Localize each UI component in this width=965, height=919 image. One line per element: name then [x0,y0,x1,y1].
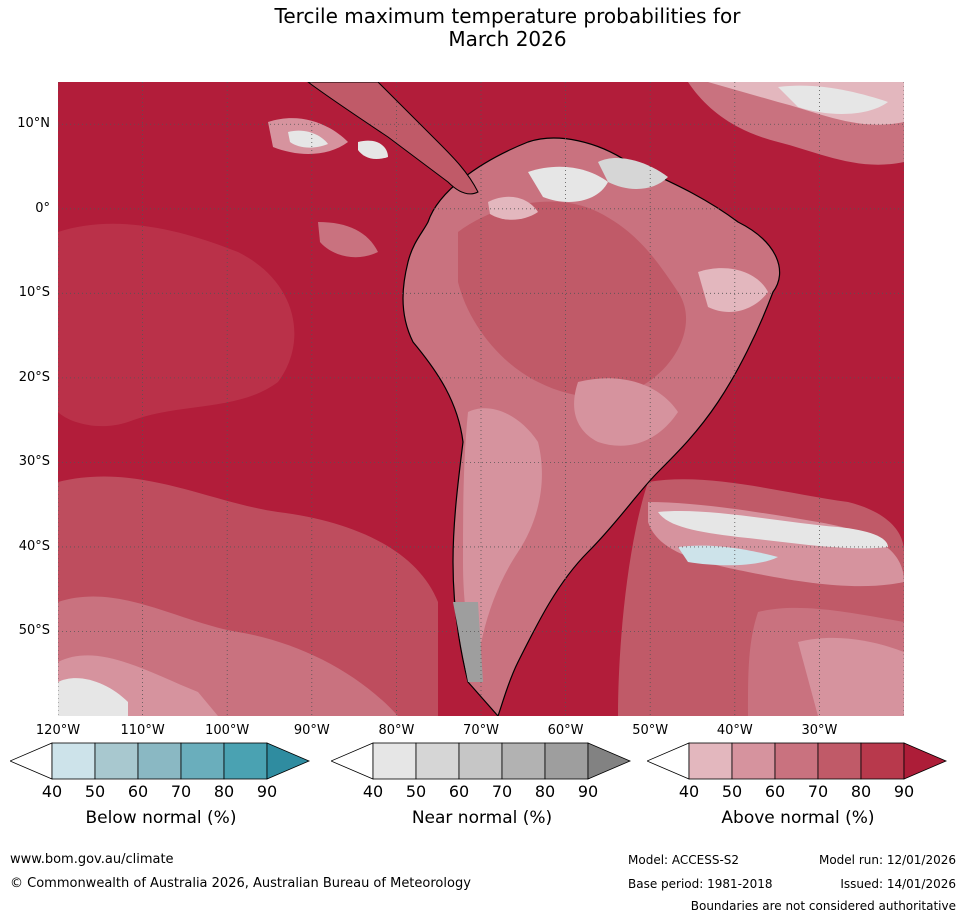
colorbar-tick-label: 40 [41,782,63,801]
title-line-2: March 2026 [448,27,567,51]
longitude-label: 30°W [801,723,838,738]
central-america-landmass [307,82,479,195]
colorbar-segment [817,742,862,780]
colorbar-tick-label: 60 [448,782,470,801]
colorbar-3 [647,742,948,780]
longitude-label: 90°W [293,723,330,738]
colorbar-tick-label: 40 [362,782,384,801]
issued-text: Issued: 14/01/2026 [840,877,956,891]
colorbar-tick-label: 50 [721,782,743,801]
colorbar-tick-label: 90 [256,782,278,801]
colorbar-segment [458,742,503,780]
longitude-label: 100°W [205,723,250,738]
colorbar-segment [223,742,268,780]
colorbar-title: Near normal (%) [411,808,553,828]
colorbar-segment [501,742,546,780]
colorbar-min-extend [10,742,53,780]
colorbar-tick-label: 70 [170,782,192,801]
colorbar-max-extend [903,742,948,780]
colorbar-tick-label: 50 [405,782,427,801]
colorbar-segment [415,742,460,780]
colorbar-title: Above normal (%) [721,808,875,828]
colorbar-segment [94,742,139,780]
copyright-text: © Commonwealth of Australia 2026, Austra… [10,876,471,891]
colorbar-tick-label: 50 [84,782,106,801]
colorbar-segment [180,742,225,780]
latitude-label: 10°S [18,285,50,301]
colorbar-segment [137,742,182,780]
colorbar-min-extend [331,742,374,780]
colorbar-segment [860,742,905,780]
colorbar-tick-label: 70 [807,782,829,801]
longitude-label: 110°W [120,723,165,738]
colorbar-tick-label: 80 [213,782,235,801]
latitude-label: 40°S [18,538,50,554]
colorbar-segment [731,742,776,780]
longitude-label: 80°W [378,723,415,738]
colorbar-2 [331,742,632,780]
colorbar-tick-label: 90 [577,782,599,801]
colorbar-segment [51,742,96,780]
disclaimer-text: Boundaries are not considered authoritat… [690,899,956,913]
colorbar-segment [774,742,819,780]
map-title: Tercile maximum temperature probabilitie… [0,5,965,51]
latitude-label: 20°S [18,369,50,385]
gridlines [58,82,904,716]
colorbar-tick-label: 40 [678,782,700,801]
longitude-label: 50°W [632,723,669,738]
colorbar-tick-label: 80 [850,782,872,801]
colorbar-max-extend [266,742,311,780]
colorbar-title: Below normal (%) [85,808,237,828]
probability-map [58,82,904,716]
colorbar-segment [544,742,589,780]
latitude-label: 30°S [18,454,50,470]
colorbar-tick-label: 70 [491,782,513,801]
colorbar-1 [10,742,311,780]
latitude-label: 10°N [17,116,50,132]
colorbar-tick-label: 90 [893,782,915,801]
longitude-label: 120°W [35,723,81,738]
colorbar-max-extend [587,742,632,780]
colorbar-segment [372,742,417,780]
probability-patches [58,82,904,716]
colorbar-min-extend [647,742,690,780]
base-period-text: Base period: 1981-2018 [628,877,773,891]
longitude-label: 60°W [547,723,584,738]
south-america-landmass [402,137,781,716]
map-canvas [58,82,904,716]
model-run-text: Model run: 12/01/2026 [818,853,956,867]
latitude-label: 0° [35,200,50,216]
colorbar-tick-label: 80 [534,782,556,801]
longitude-label: 70°W [463,723,499,738]
colorbar-tick-label: 60 [127,782,149,801]
longitude-label: 40°W [716,723,753,738]
model-text: Model: ACCESS-S2 [628,853,740,867]
website-text: www.bom.gov.au/climate [10,852,174,867]
colorbar-tick-label: 60 [764,782,786,801]
colorbar-segment [688,742,733,780]
latitude-label: 50°S [18,623,50,639]
title-line-1: Tercile maximum temperature probabilitie… [274,4,741,28]
